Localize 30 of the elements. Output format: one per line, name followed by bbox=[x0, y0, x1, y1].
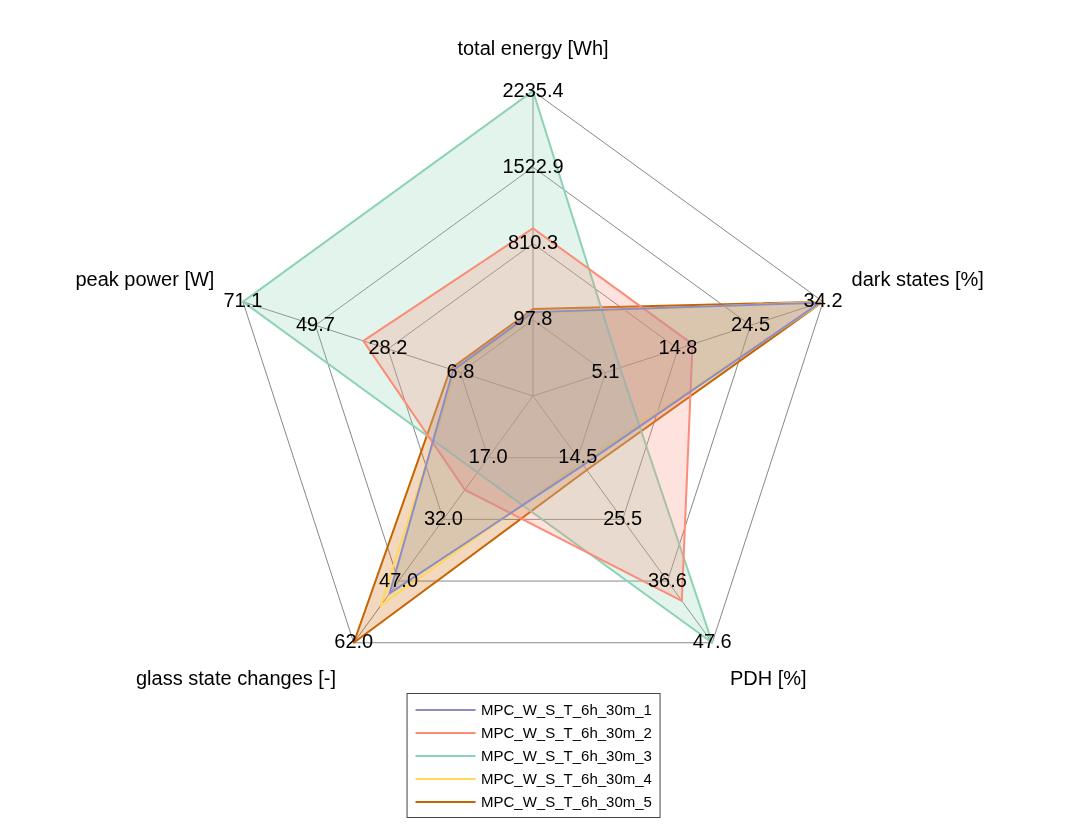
legend-label: MPC_W_S_T_6h_30m_5 bbox=[481, 793, 652, 810]
text: 2235.4 bbox=[502, 78, 564, 101]
text: 34.2 bbox=[803, 289, 843, 312]
text: 6.8 bbox=[446, 359, 475, 382]
legend-label: MPC_W_S_T_6h_30m_2 bbox=[481, 724, 652, 741]
spoke-label: peak power [W] bbox=[75, 267, 215, 290]
text: 97.8 bbox=[513, 307, 553, 330]
legend-label: MPC_W_S_T_6h_30m_1 bbox=[481, 701, 652, 718]
text: 810.3 bbox=[507, 231, 559, 254]
text: 36.6 bbox=[647, 568, 687, 591]
text: 17.0 bbox=[468, 445, 508, 468]
text: 5.1 bbox=[591, 359, 620, 382]
text: 49.7 bbox=[295, 312, 335, 335]
spoke-label: glass state changes [-] bbox=[135, 666, 337, 689]
text: 47.6 bbox=[692, 630, 732, 653]
text: 14.5 bbox=[558, 445, 598, 468]
text: 1522.9 bbox=[502, 154, 564, 177]
spoke-label: dark states [%] bbox=[851, 267, 984, 290]
text: 14.8 bbox=[658, 336, 698, 359]
text: 28.2 bbox=[368, 336, 408, 359]
text: 32.0 bbox=[423, 506, 463, 529]
text: 24.5 bbox=[731, 312, 771, 335]
legend-label: MPC_W_S_T_6h_30m_4 bbox=[481, 770, 652, 787]
text: 25.5 bbox=[603, 506, 643, 529]
spoke-label: total energy [Wh] bbox=[457, 36, 609, 59]
text: 62.0 bbox=[334, 630, 374, 653]
legend-label: MPC_W_S_T_6h_30m_3 bbox=[481, 747, 652, 764]
spoke-label: PDH [%] bbox=[729, 666, 807, 689]
text: 71.1 bbox=[223, 289, 263, 312]
text: 47.0 bbox=[379, 568, 419, 591]
